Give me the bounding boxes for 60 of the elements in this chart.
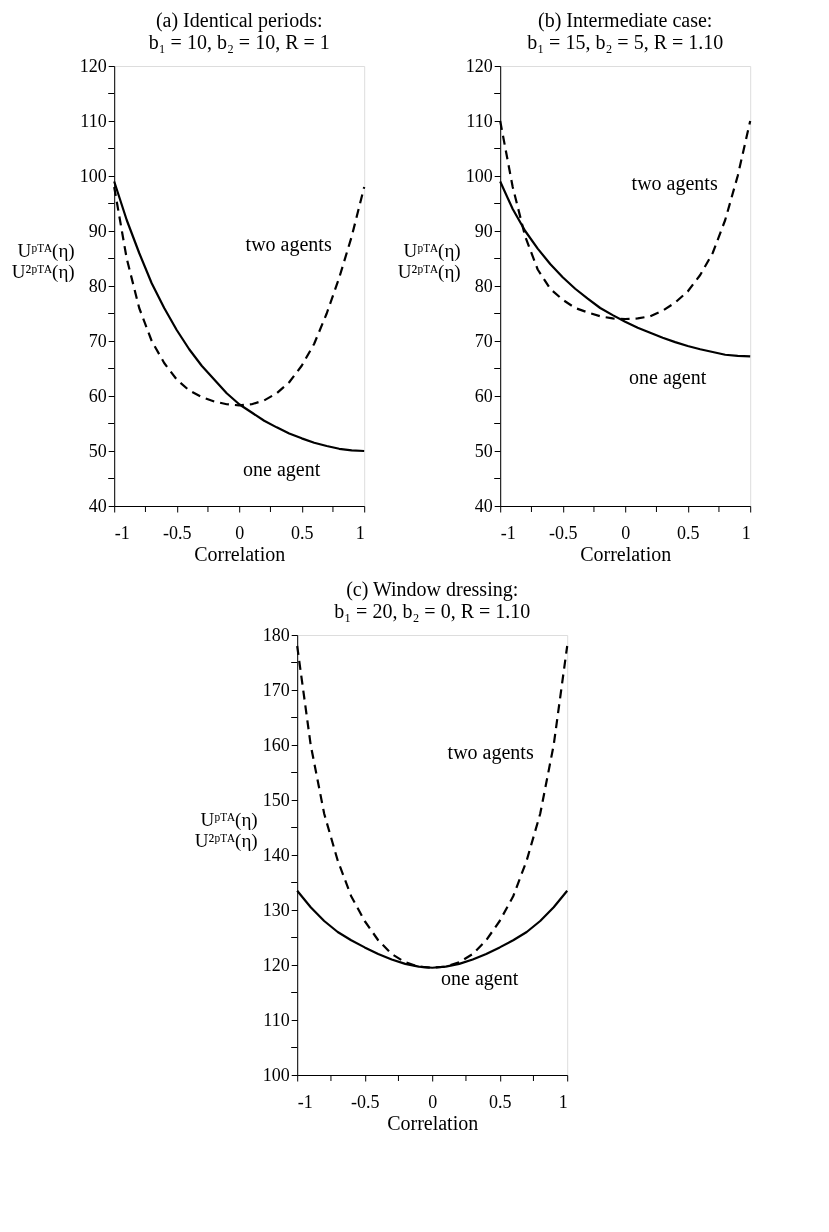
x-tick-label: -0.5	[350, 1091, 380, 1112]
x-tick-label: 1	[355, 522, 365, 543]
chart-subtitle: b₁ = 20, b₂ = 0, R = 1.10	[334, 600, 531, 622]
y-tick-label: 100	[262, 1064, 290, 1085]
y-tick-label: 90	[474, 220, 493, 241]
x-tick-label: 0.5	[488, 1091, 512, 1112]
y-tick-label: 110	[263, 1009, 290, 1030]
series-label: one agent	[243, 458, 321, 482]
y-tick-label: 80	[88, 275, 107, 296]
y-tick-label: 50	[88, 440, 107, 461]
series-label: two agents	[447, 741, 534, 764]
chart-title: (a) Identical periods:	[155, 9, 323, 32]
y-tick-label: 170	[262, 679, 290, 700]
y-tick-label: 90	[88, 220, 107, 241]
y-axis-title: Uᵖᵀᴬ(η) U²ᵖᵀᴬ(η)	[397, 240, 461, 284]
chart-subtitle: b₁ = 10, b₂ = 10, R = 1	[148, 31, 330, 53]
y-tick-label: 120	[465, 55, 493, 76]
y-tick-label: 70	[474, 330, 493, 351]
chart-title: (c) Window dressing:	[346, 578, 519, 601]
x-axis-title: Correlation	[387, 1111, 479, 1134]
y-tick-label: 120	[262, 954, 290, 975]
x-tick-label: -0.5	[162, 522, 192, 543]
y-tick-label: 40	[474, 495, 493, 516]
chart-subtitle: b₁ = 15, b₂ = 5, R = 1.10	[527, 31, 724, 53]
y-axis-title: Uᵖᵀᴬ(η) U²ᵖᵀᴬ(η)	[11, 240, 75, 284]
x-tick-label: 0.5	[290, 522, 314, 543]
y-tick-label: 60	[88, 385, 107, 406]
chart-title: (b) Intermediate case:	[538, 9, 713, 32]
x-tick-label: -0.5	[548, 522, 578, 543]
y-tick-label: 150	[262, 789, 290, 810]
x-tick-label: -1	[297, 1091, 313, 1112]
x-tick-label: -1	[114, 522, 130, 543]
y-tick-label: 100	[79, 165, 107, 186]
y-tick-label: 120	[79, 55, 107, 76]
x-tick-label: 1	[741, 522, 751, 543]
y-tick-label: 110	[466, 110, 493, 131]
x-tick-label: 1	[558, 1091, 568, 1112]
y-tick-label: 80	[474, 275, 493, 296]
y-tick-label: 60	[474, 385, 493, 406]
x-tick-label: 0	[621, 522, 631, 543]
x-axis-title: Correlation	[194, 542, 286, 565]
y-tick-label: 110	[80, 110, 107, 131]
x-tick-label: 0	[428, 1091, 438, 1112]
y-tick-label: 100	[465, 165, 493, 186]
y-tick-label: 180	[262, 624, 290, 645]
series-label: two agents	[631, 172, 718, 195]
series-label: one agent	[629, 365, 707, 389]
x-tick-label: 0.5	[676, 522, 700, 543]
y-tick-label: 160	[262, 734, 290, 755]
x-tick-label: -1	[500, 522, 516, 543]
y-axis-title: Uᵖᵀᴬ(η) U²ᵖᵀᴬ(η)	[194, 809, 258, 853]
x-tick-label: 0	[235, 522, 245, 543]
series-label: two agents	[245, 232, 332, 256]
y-tick-label: 140	[262, 844, 290, 865]
y-tick-label: 130	[262, 899, 290, 920]
series-label: one agent	[441, 967, 519, 991]
x-axis-title: Correlation	[580, 542, 672, 565]
y-tick-label: 50	[474, 440, 493, 461]
y-tick-label: 70	[88, 330, 107, 351]
y-tick-label: 40	[88, 495, 107, 516]
